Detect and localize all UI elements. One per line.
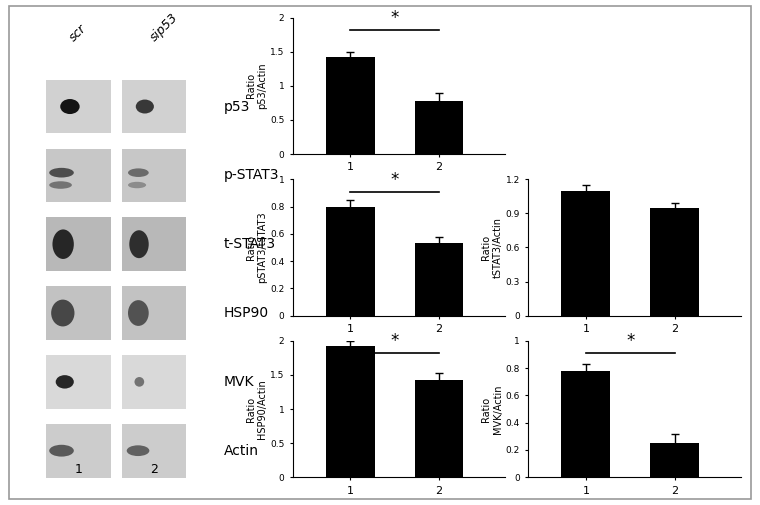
Text: t-STAT3: t-STAT3: [224, 237, 276, 251]
Text: *: *: [391, 332, 399, 350]
FancyBboxPatch shape: [46, 80, 111, 133]
FancyBboxPatch shape: [122, 80, 186, 133]
FancyBboxPatch shape: [122, 286, 186, 340]
Ellipse shape: [49, 181, 72, 189]
Ellipse shape: [129, 230, 149, 258]
Bar: [562, 371, 610, 477]
Bar: [414, 243, 464, 316]
FancyBboxPatch shape: [122, 355, 186, 409]
Ellipse shape: [51, 299, 74, 326]
Y-axis label: Ratio
MVK/Actin: Ratio MVK/Actin: [481, 384, 502, 434]
Ellipse shape: [127, 445, 150, 456]
Y-axis label: Ratio
HSP90/Actin: Ratio HSP90/Actin: [245, 379, 267, 439]
Bar: [326, 57, 375, 154]
FancyBboxPatch shape: [122, 148, 186, 202]
Ellipse shape: [135, 377, 144, 387]
Text: *: *: [391, 171, 399, 189]
FancyBboxPatch shape: [122, 424, 186, 478]
Bar: [414, 101, 464, 154]
FancyBboxPatch shape: [46, 424, 111, 478]
Ellipse shape: [52, 229, 74, 259]
Text: sip53: sip53: [148, 11, 182, 43]
Text: 2: 2: [150, 463, 158, 476]
Ellipse shape: [128, 182, 146, 188]
Ellipse shape: [49, 168, 74, 178]
Text: *: *: [626, 332, 635, 350]
FancyBboxPatch shape: [122, 217, 186, 271]
Y-axis label: Ratio
pSTAT3/tSTAT3: Ratio pSTAT3/tSTAT3: [245, 212, 267, 283]
Bar: [650, 208, 699, 316]
Text: MVK: MVK: [224, 375, 255, 389]
Ellipse shape: [136, 99, 154, 114]
FancyBboxPatch shape: [46, 217, 111, 271]
Bar: [326, 345, 375, 477]
Ellipse shape: [60, 99, 80, 114]
FancyBboxPatch shape: [46, 286, 111, 340]
Text: Actin: Actin: [224, 444, 259, 458]
Text: HSP90: HSP90: [224, 306, 269, 320]
Bar: [562, 191, 610, 316]
Y-axis label: Ratio
tSTAT3/Actin: Ratio tSTAT3/Actin: [481, 217, 502, 278]
FancyBboxPatch shape: [46, 355, 111, 409]
Ellipse shape: [49, 445, 74, 457]
Ellipse shape: [128, 168, 149, 177]
Text: *: *: [391, 9, 399, 27]
Text: scr: scr: [67, 21, 90, 43]
Y-axis label: Ratio
p53/Actin: Ratio p53/Actin: [245, 63, 267, 109]
Bar: [414, 380, 464, 477]
Bar: [650, 443, 699, 477]
Text: 1: 1: [74, 463, 82, 476]
Bar: [326, 207, 375, 316]
Text: p-STAT3: p-STAT3: [224, 168, 280, 182]
Ellipse shape: [128, 300, 149, 326]
Ellipse shape: [55, 375, 74, 388]
Text: p53: p53: [224, 99, 251, 114]
FancyBboxPatch shape: [46, 148, 111, 202]
